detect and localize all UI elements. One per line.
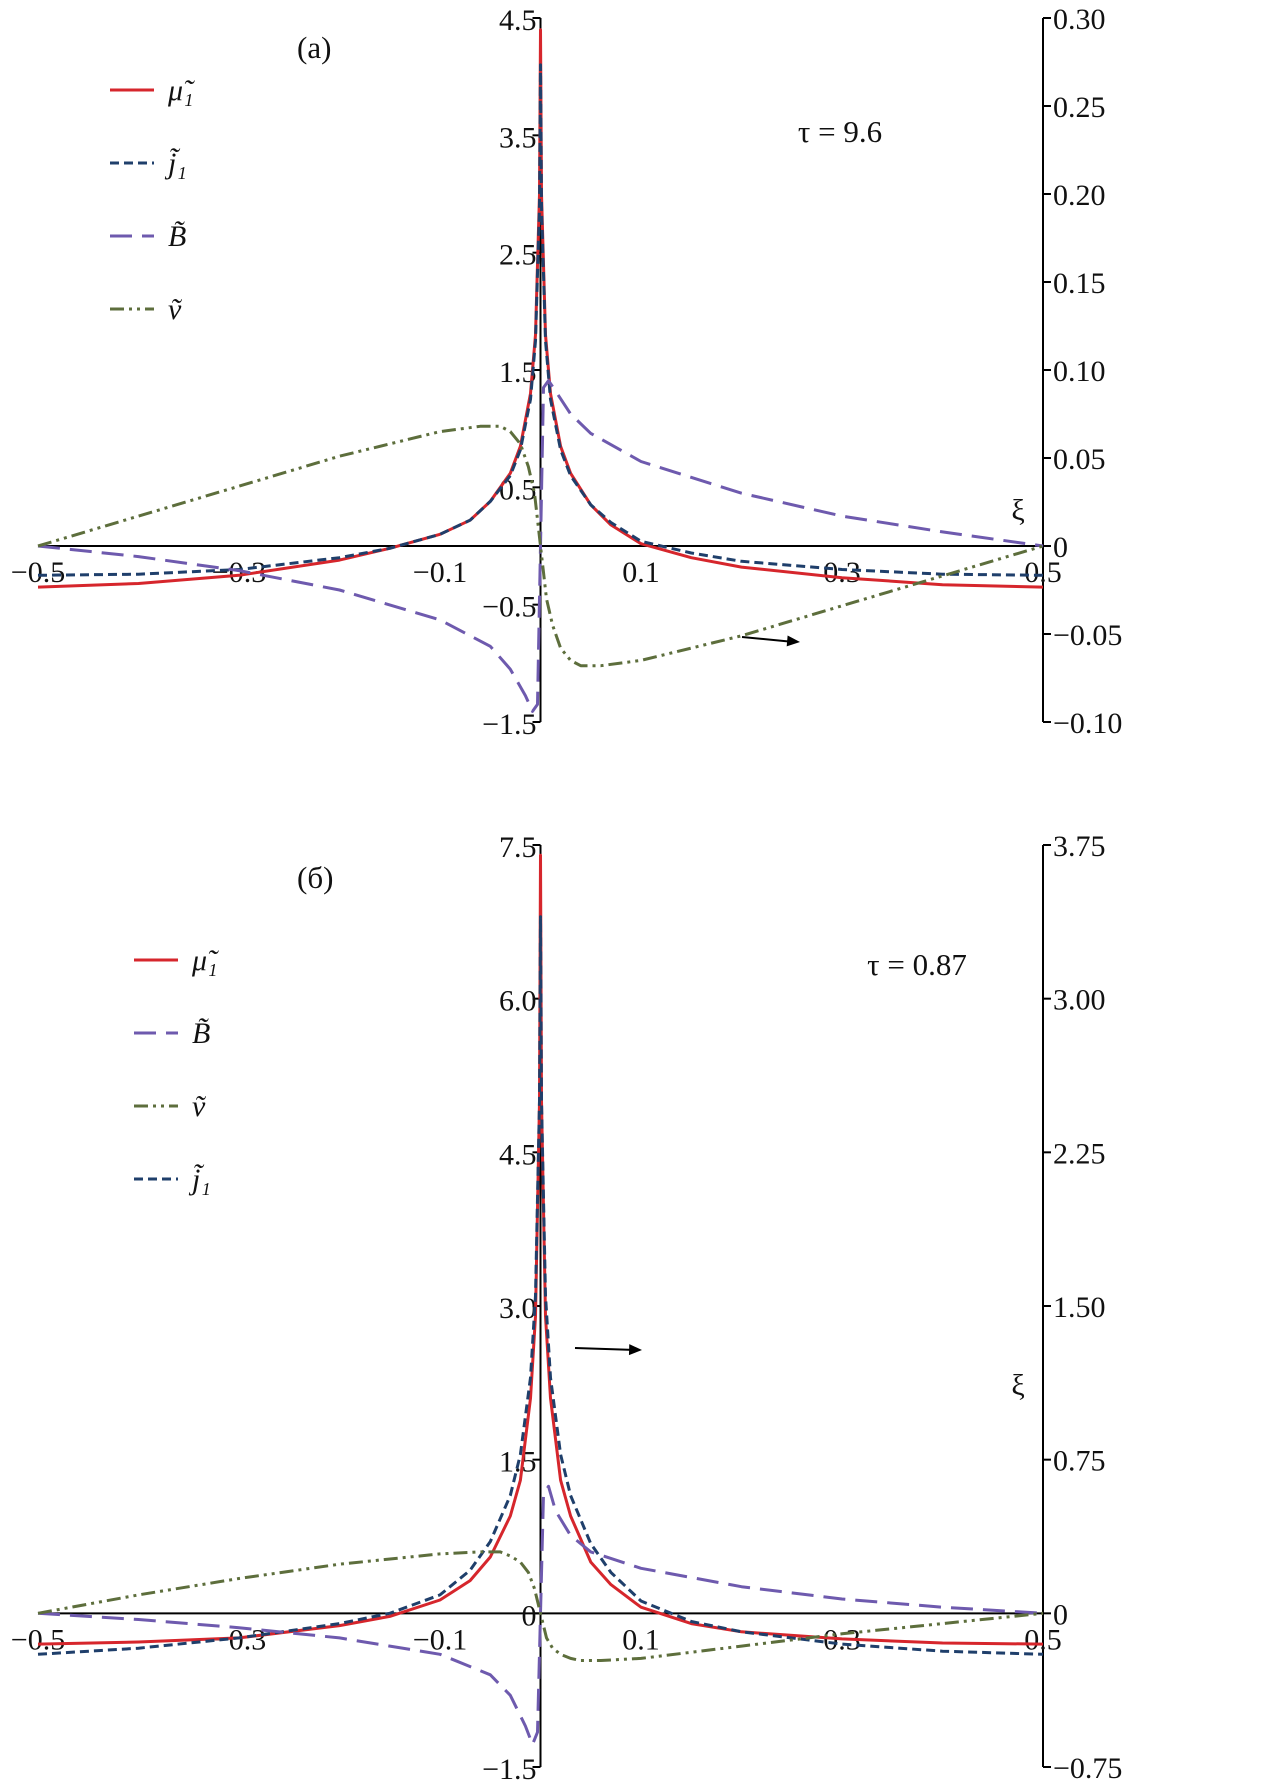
left-y-tick-label: −0.5 <box>482 591 536 624</box>
legend-label-B: B̃ <box>168 220 186 253</box>
panel-label: (б) <box>297 860 333 895</box>
right-y-tick-label: −0.10 <box>1053 707 1122 740</box>
left-y-tick-label: 6.0 <box>499 985 537 1018</box>
right-y-tick-label: 0.05 <box>1053 443 1106 476</box>
tau-annotation: τ = 0.87 <box>867 947 967 982</box>
right-y-tick-label: −0.75 <box>1053 1752 1122 1781</box>
right-axis-arrowhead <box>628 1344 642 1356</box>
left-y-tick-label: 3.0 <box>499 1292 537 1325</box>
chart-panel-1: −0.5 −0.3 −0.1 0.1 0.3 0.5−1.5−0.50.51.52.53.… <box>11 3 1123 741</box>
right-y-tick-label: 0 <box>1053 1598 1068 1631</box>
right-axis-arrow <box>574 1347 637 1351</box>
right-y-tick-label: 2.25 <box>1053 1137 1106 1170</box>
chart-panel-2: −0.5 −0.3 −0.1 0.1 0.3 0.5−1.501.53.04.56.07.… <box>11 830 1123 1781</box>
x-axis-name: ξ <box>1011 494 1024 527</box>
left-y-tick-label: −1.5 <box>482 708 536 741</box>
series-line-v <box>37 1550 1044 1662</box>
legend-label-v: ṽ <box>192 1090 207 1123</box>
right-y-tick-label: 0.20 <box>1053 179 1106 212</box>
right-y-tick-label: 3.00 <box>1053 984 1106 1017</box>
right-y-tick-label: 0.75 <box>1053 1445 1106 1478</box>
series-line-j1 <box>37 63 1044 577</box>
right-y-tick-label: 3.75 <box>1053 830 1106 863</box>
right-y-tick-label: −0.05 <box>1053 619 1122 652</box>
left-y-tick-label: 4.5 <box>499 1138 537 1171</box>
x-axis-name: ξ <box>1011 1369 1024 1402</box>
legend-label-mu1: μ̃₁ <box>191 944 219 977</box>
x-tick-label: 0.1 <box>622 1623 660 1656</box>
x-tick-label: 0.5 <box>1024 556 1062 589</box>
series-line-B <box>37 379 1044 713</box>
legend-label-j1: j̃₁ <box>164 147 187 180</box>
right-y-tick-label: 0.15 <box>1053 267 1106 300</box>
x-tick-label: −0.5 <box>11 556 65 589</box>
x-tick-label: 0.3 <box>823 556 861 589</box>
tau-annotation: τ = 9.6 <box>798 114 882 149</box>
right-y-tick-label: 0.25 <box>1053 91 1106 124</box>
x-tick-label: 0.1 <box>622 556 660 589</box>
left-y-tick-label: 7.5 <box>499 831 537 864</box>
legend-label-mu1: μ̃₁ <box>167 74 195 107</box>
panel-label: (a) <box>297 30 331 65</box>
left-y-tick-label: −1.5 <box>482 1753 536 1781</box>
left-y-tick-label: 3.5 <box>499 121 537 154</box>
right-axis-arrowhead <box>786 635 800 647</box>
right-y-tick-label: 1.50 <box>1053 1291 1106 1324</box>
legend-label-j1: j̃₁ <box>188 1163 211 1196</box>
series-line-j1 <box>37 915 1044 1656</box>
x-tick-label: −0.5 <box>11 1623 65 1656</box>
x-tick-label: 0.5 <box>1024 1623 1062 1656</box>
right-axis-arrow <box>741 636 795 643</box>
left-y-tick-label: 0 <box>522 1599 537 1632</box>
left-y-tick-label: 2.5 <box>499 239 537 272</box>
legend-label-v: ṽ <box>168 293 183 326</box>
right-y-tick-label: 0.10 <box>1053 355 1106 388</box>
left-y-tick-label: 0.5 <box>499 473 537 506</box>
x-tick-label: −0.1 <box>413 556 467 589</box>
right-y-tick-label: 0.30 <box>1053 3 1106 36</box>
legend-label-B: B̃ <box>192 1017 210 1050</box>
left-y-tick-label: 4.5 <box>499 4 537 37</box>
right-y-tick-label: 0 <box>1053 531 1068 564</box>
series-line-mu1 <box>37 853 1044 1646</box>
